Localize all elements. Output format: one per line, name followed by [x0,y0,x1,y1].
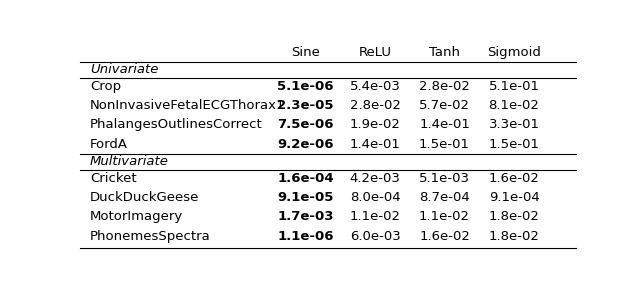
Text: 2.8e-02: 2.8e-02 [419,79,470,92]
Text: 8.1e-02: 8.1e-02 [488,99,540,112]
Text: 9.1e-05: 9.1e-05 [278,191,334,204]
Text: 8.7e-04: 8.7e-04 [419,191,470,204]
Text: 1.6e-04: 1.6e-04 [277,172,334,184]
Text: 2.8e-02: 2.8e-02 [349,99,401,112]
Text: 8.0e-04: 8.0e-04 [350,191,401,204]
Text: 1.6e-02: 1.6e-02 [488,172,540,184]
Text: FordA: FordA [90,138,128,151]
Text: 1.4e-01: 1.4e-01 [349,138,401,151]
Text: 1.4e-01: 1.4e-01 [419,119,470,132]
Text: 7.5e-06: 7.5e-06 [277,119,334,132]
Text: Multivariate: Multivariate [90,155,169,168]
Text: ReLU: ReLU [358,46,392,59]
Text: 3.3e-01: 3.3e-01 [488,119,540,132]
Text: 6.0e-03: 6.0e-03 [349,230,401,243]
Text: PhalangesOutlinesCorrect: PhalangesOutlinesCorrect [90,119,262,132]
Text: 1.1e-02: 1.1e-02 [349,210,401,224]
Text: NonInvasiveFetalECGThorax1: NonInvasiveFetalECGThorax1 [90,99,285,112]
Text: MotorImagery: MotorImagery [90,210,183,224]
Text: 1.8e-02: 1.8e-02 [488,230,540,243]
Text: 9.2e-06: 9.2e-06 [277,138,334,151]
Text: Tanh: Tanh [429,46,460,59]
Text: 5.1e-06: 5.1e-06 [277,79,334,92]
Text: Cricket: Cricket [90,172,136,184]
Text: 1.1e-06: 1.1e-06 [277,230,334,243]
Text: 1.8e-02: 1.8e-02 [488,210,540,224]
Text: 1.1e-02: 1.1e-02 [419,210,470,224]
Text: 9.1e-04: 9.1e-04 [488,191,540,204]
Text: 5.1e-03: 5.1e-03 [419,172,470,184]
Text: 5.7e-02: 5.7e-02 [419,99,470,112]
Text: 1.9e-02: 1.9e-02 [349,119,401,132]
Text: 1.6e-02: 1.6e-02 [419,230,470,243]
Text: 5.4e-03: 5.4e-03 [349,79,401,92]
Text: Univariate: Univariate [90,63,158,76]
Text: 2.3e-05: 2.3e-05 [277,99,334,112]
Text: 1.7e-03: 1.7e-03 [277,210,334,224]
Text: DuckDuckGeese: DuckDuckGeese [90,191,199,204]
Text: Sigmoid: Sigmoid [487,46,541,59]
Text: 4.2e-03: 4.2e-03 [349,172,401,184]
Text: Sine: Sine [291,46,320,59]
Text: 5.1e-01: 5.1e-01 [488,79,540,92]
Text: PhonemesSpectra: PhonemesSpectra [90,230,211,243]
Text: Crop: Crop [90,79,121,92]
Text: 1.5e-01: 1.5e-01 [419,138,470,151]
Text: 1.5e-01: 1.5e-01 [488,138,540,151]
